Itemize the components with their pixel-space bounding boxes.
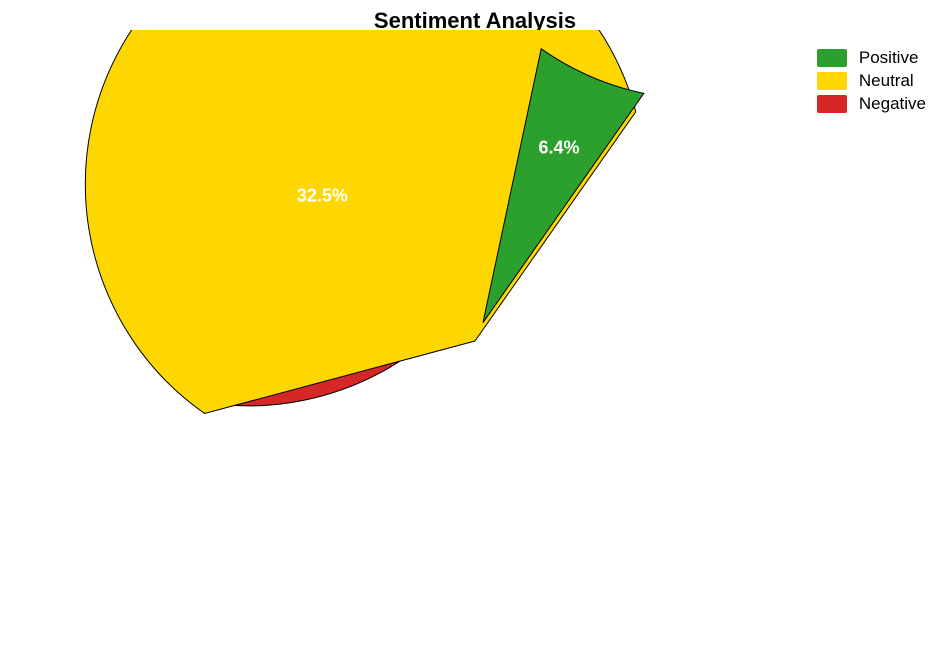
legend-item-negative: Negative [817,94,926,114]
legend-swatch-positive [817,49,847,67]
legend-item-neutral: Neutral [817,71,926,91]
legend-swatch-negative [817,95,847,113]
legend-label-positive: Positive [859,48,919,68]
slice-label-neutral: 61.1% [559,487,610,508]
legend-label-negative: Negative [859,94,926,114]
legend: Positive Neutral Negative [817,48,926,114]
legend-swatch-neutral [817,72,847,90]
slice-label-negative: 32.5% [297,186,348,207]
slice-label-positive: 6.4% [538,138,579,159]
legend-item-positive: Positive [817,48,926,68]
legend-label-neutral: Neutral [859,71,914,91]
pie-chart: 32.5% 61.1% 6.4% [0,30,950,662]
